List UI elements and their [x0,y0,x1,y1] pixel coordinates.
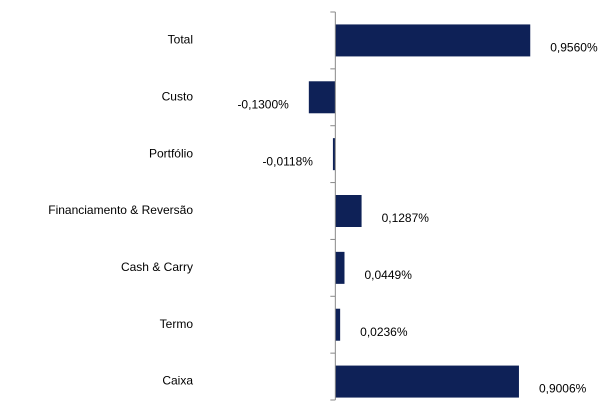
value-label: 0,9560% [550,41,598,55]
category-label: Custo [162,89,194,103]
category-label: Financiamento & Reversão [48,203,193,217]
value-label: -0,1300% [237,97,289,111]
value-label: -0,0118% [262,154,313,168]
category-label: Termo [160,317,194,331]
value-label: 0,1287% [382,211,430,225]
bar [335,308,341,341]
value-label: 0,9006% [539,382,587,396]
category-label: Portfólio [149,146,193,160]
bar [335,365,519,398]
value-label: 0,0449% [364,268,412,282]
bar [335,195,362,227]
bar [335,251,345,284]
category-label: Cash & Carry [121,260,193,274]
category-label: Total [168,33,193,47]
category-label: Caixa [162,374,193,388]
bar [308,81,336,114]
value-label: 0,0236% [360,325,408,339]
bar [332,138,336,171]
bar [335,24,531,57]
